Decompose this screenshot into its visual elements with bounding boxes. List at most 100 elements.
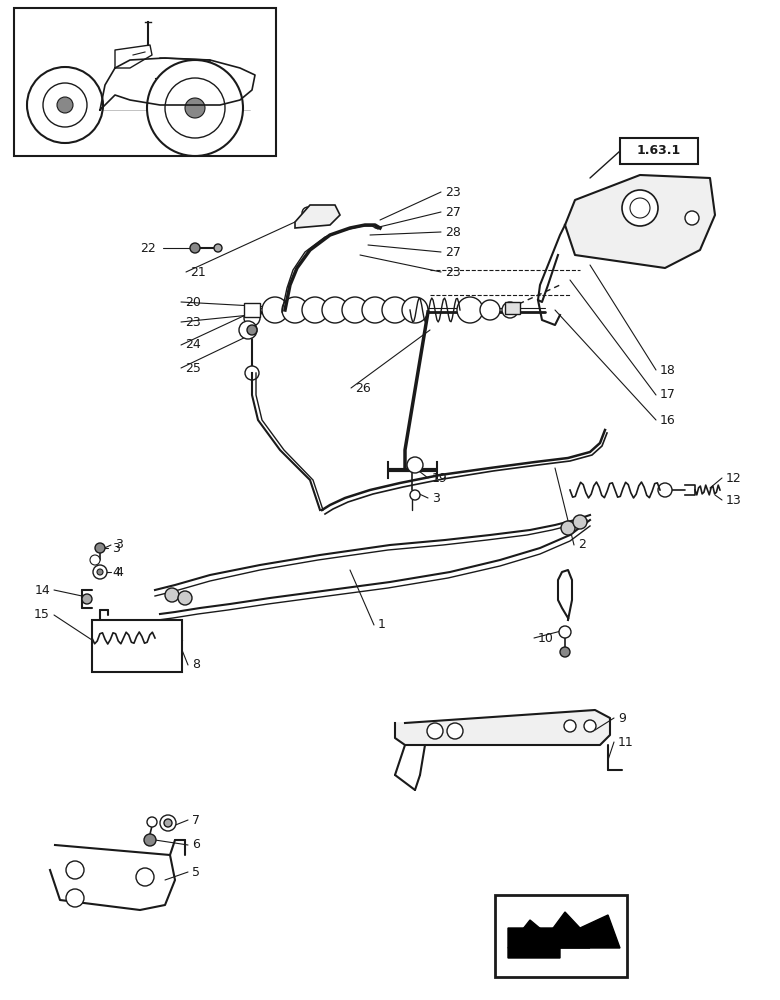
- Bar: [495, 895, 627, 977]
- Circle shape: [382, 297, 408, 323]
- Text: 20: 20: [185, 296, 201, 308]
- Circle shape: [342, 297, 368, 323]
- Circle shape: [573, 515, 587, 529]
- Circle shape: [560, 647, 570, 657]
- Text: 22: 22: [140, 241, 156, 254]
- Text: 3: 3: [115, 538, 123, 552]
- Bar: [505, 302, 520, 314]
- Circle shape: [57, 97, 73, 113]
- Circle shape: [66, 889, 84, 907]
- Text: 2: 2: [578, 538, 586, 552]
- Circle shape: [427, 723, 443, 739]
- Circle shape: [630, 198, 650, 218]
- Bar: [244, 303, 260, 317]
- Circle shape: [245, 366, 259, 380]
- Circle shape: [685, 211, 699, 225]
- Text: 17: 17: [660, 388, 676, 401]
- Circle shape: [147, 60, 243, 156]
- Polygon shape: [295, 205, 340, 228]
- Circle shape: [407, 457, 423, 473]
- Text: 23: 23: [185, 316, 200, 328]
- Circle shape: [66, 861, 84, 879]
- Text: 7: 7: [192, 814, 200, 826]
- Circle shape: [362, 297, 388, 323]
- Text: 25: 25: [185, 361, 201, 374]
- Text: 10: 10: [538, 632, 554, 645]
- Circle shape: [214, 244, 222, 252]
- Polygon shape: [508, 928, 590, 958]
- Circle shape: [178, 591, 192, 605]
- Circle shape: [160, 815, 176, 831]
- Circle shape: [402, 297, 428, 323]
- Text: 3: 3: [432, 491, 440, 504]
- Circle shape: [447, 723, 463, 739]
- Text: 8: 8: [192, 658, 200, 672]
- Circle shape: [247, 325, 257, 335]
- Circle shape: [502, 302, 518, 318]
- Text: 3: 3: [112, 542, 120, 554]
- Text: 11: 11: [618, 736, 633, 748]
- Polygon shape: [50, 845, 175, 910]
- Text: 5: 5: [192, 865, 200, 879]
- Circle shape: [136, 868, 154, 886]
- Circle shape: [302, 207, 314, 219]
- Circle shape: [165, 78, 225, 138]
- Text: 21: 21: [190, 265, 206, 278]
- Circle shape: [90, 555, 100, 565]
- Text: 15: 15: [34, 608, 50, 621]
- Circle shape: [410, 490, 420, 500]
- Polygon shape: [508, 912, 620, 948]
- Bar: [620, 138, 698, 164]
- Circle shape: [43, 83, 87, 127]
- Text: 9: 9: [618, 712, 626, 724]
- Circle shape: [561, 521, 575, 535]
- Circle shape: [559, 626, 571, 638]
- Circle shape: [302, 297, 328, 323]
- Text: 1.63.1: 1.63.1: [637, 144, 681, 157]
- Circle shape: [82, 594, 92, 604]
- Text: 23: 23: [445, 265, 461, 278]
- Circle shape: [239, 321, 257, 339]
- Circle shape: [95, 543, 105, 553]
- Text: 24: 24: [185, 338, 200, 352]
- Text: 19: 19: [432, 472, 448, 485]
- Circle shape: [584, 720, 596, 732]
- Circle shape: [564, 720, 576, 732]
- Circle shape: [185, 98, 205, 118]
- Text: 28: 28: [445, 226, 461, 238]
- Polygon shape: [565, 175, 715, 268]
- Circle shape: [319, 207, 331, 219]
- Circle shape: [457, 297, 483, 323]
- Circle shape: [622, 190, 658, 226]
- Text: 4: 4: [112, 566, 120, 578]
- Text: 27: 27: [445, 245, 461, 258]
- Text: 14: 14: [34, 584, 50, 596]
- Text: 6: 6: [192, 838, 200, 852]
- Circle shape: [262, 297, 288, 323]
- Circle shape: [144, 834, 156, 846]
- Polygon shape: [395, 710, 610, 745]
- Circle shape: [111, 648, 125, 662]
- Circle shape: [658, 483, 672, 497]
- Text: 27: 27: [445, 206, 461, 219]
- Circle shape: [148, 648, 162, 662]
- Circle shape: [164, 819, 172, 827]
- Circle shape: [147, 817, 157, 827]
- Circle shape: [148, 623, 162, 637]
- Bar: [14, 8, 276, 156]
- Text: 23: 23: [445, 186, 461, 198]
- Text: 13: 13: [726, 493, 742, 506]
- Text: 26: 26: [355, 381, 370, 394]
- Circle shape: [190, 243, 200, 253]
- Circle shape: [97, 569, 103, 575]
- Circle shape: [282, 297, 308, 323]
- Circle shape: [27, 67, 103, 143]
- Circle shape: [165, 588, 179, 602]
- Circle shape: [480, 300, 500, 320]
- Circle shape: [93, 565, 107, 579]
- Circle shape: [111, 623, 125, 637]
- Circle shape: [244, 310, 260, 326]
- Text: 4: 4: [115, 566, 123, 578]
- Text: 1: 1: [378, 618, 386, 632]
- Text: 16: 16: [660, 414, 675, 426]
